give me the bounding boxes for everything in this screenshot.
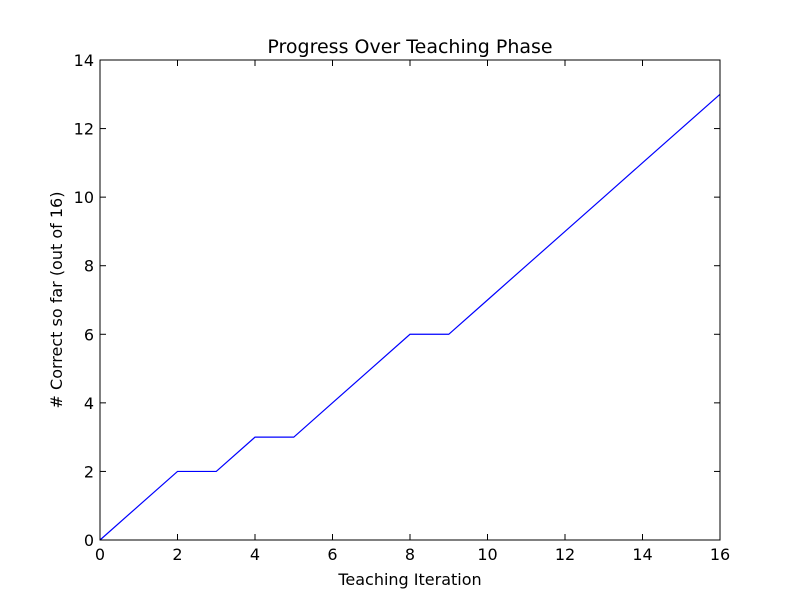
- x-axis-label: Teaching Iteration: [337, 570, 481, 589]
- series-layer: [99, 93, 721, 541]
- x-tick-label: 4: [250, 545, 260, 564]
- y-tick-label: 8: [84, 257, 94, 276]
- y-axis-label: # Correct so far (out of 16): [47, 192, 66, 409]
- y-tick-label: 12: [74, 120, 94, 139]
- series-line: [99, 93, 721, 541]
- y-tick-label: 10: [74, 188, 94, 207]
- y-tick-label: 0: [84, 531, 94, 550]
- chart-title: Progress Over Teaching Phase: [267, 36, 552, 58]
- x-tick-label: 8: [405, 545, 415, 564]
- x-tick-label: 2: [172, 545, 182, 564]
- x-tick-label: 12: [555, 545, 575, 564]
- y-tick-label: 2: [84, 462, 94, 481]
- x-tick-label: 6: [327, 545, 337, 564]
- x-tick-label: 14: [632, 545, 652, 564]
- axis-ticks: 0 2 4 6 8 10 12 14 16 0 2 4 6 8 10 12 14: [74, 51, 731, 564]
- y-tick-label: 14: [74, 51, 94, 70]
- y-tick-label: 6: [84, 325, 94, 344]
- x-tick-label: 0: [95, 545, 105, 564]
- plot-frame: [99, 59, 721, 541]
- x-tick-label: 16: [710, 545, 730, 564]
- y-tick-label: 4: [84, 394, 94, 413]
- x-tick-label: 10: [477, 545, 497, 564]
